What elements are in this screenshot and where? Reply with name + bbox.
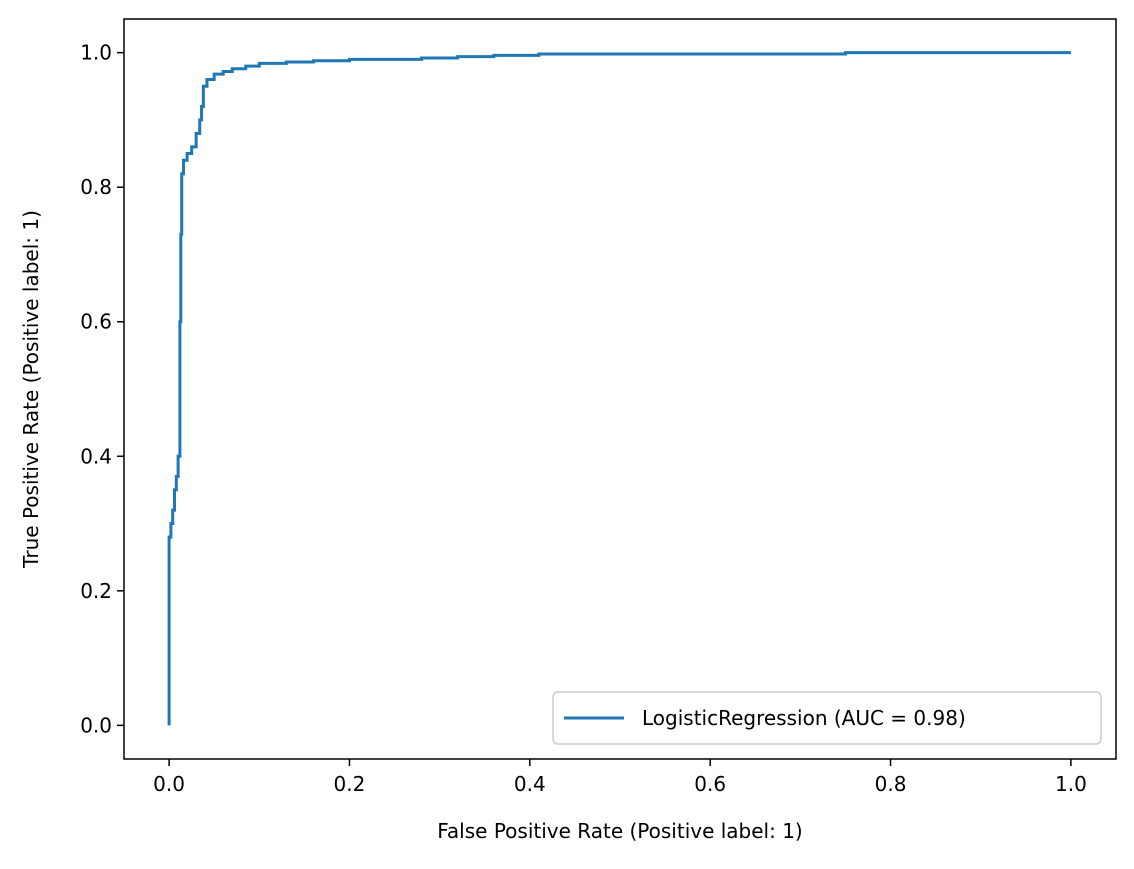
x-tick-label: 0.8: [875, 772, 907, 796]
x-axis-label: False Positive Rate (Positive label: 1): [437, 819, 803, 843]
roc-curve-line: [167, 51, 1071, 726]
y-tick-label: 0.2: [80, 579, 112, 603]
y-tick-label: 0.6: [80, 310, 112, 334]
plot-area-frame: [123, 18, 1117, 760]
y-tick-label: 0.4: [80, 444, 112, 468]
x-tick-label: 0.0: [153, 772, 185, 796]
y-tick-label: 0.8: [80, 175, 112, 199]
legend-box: [552, 691, 1102, 745]
x-tick-label: 0.2: [334, 772, 366, 796]
legend: LogisticRegression (AUC = 0.98): [552, 691, 1102, 745]
y-tick-label: 0.0: [80, 713, 112, 737]
x-tick-label: 0.4: [514, 772, 546, 796]
y-tick-label: 1.0: [80, 41, 112, 65]
ticks-layer: 0.0 0.2 0.4 0.6 0.8 1.0 0.0 0.2 0.4 0.6 0.8 1.0: [80, 41, 1087, 796]
x-tick-label: 1.0: [1055, 772, 1087, 796]
legend-label: LogisticRegression (AUC = 0.98): [642, 706, 966, 730]
x-tick-label: 0.6: [694, 772, 726, 796]
plot-layer: [167, 51, 1071, 726]
y-axis-label: True Positive Rate (Positive label: 1): [19, 210, 43, 569]
